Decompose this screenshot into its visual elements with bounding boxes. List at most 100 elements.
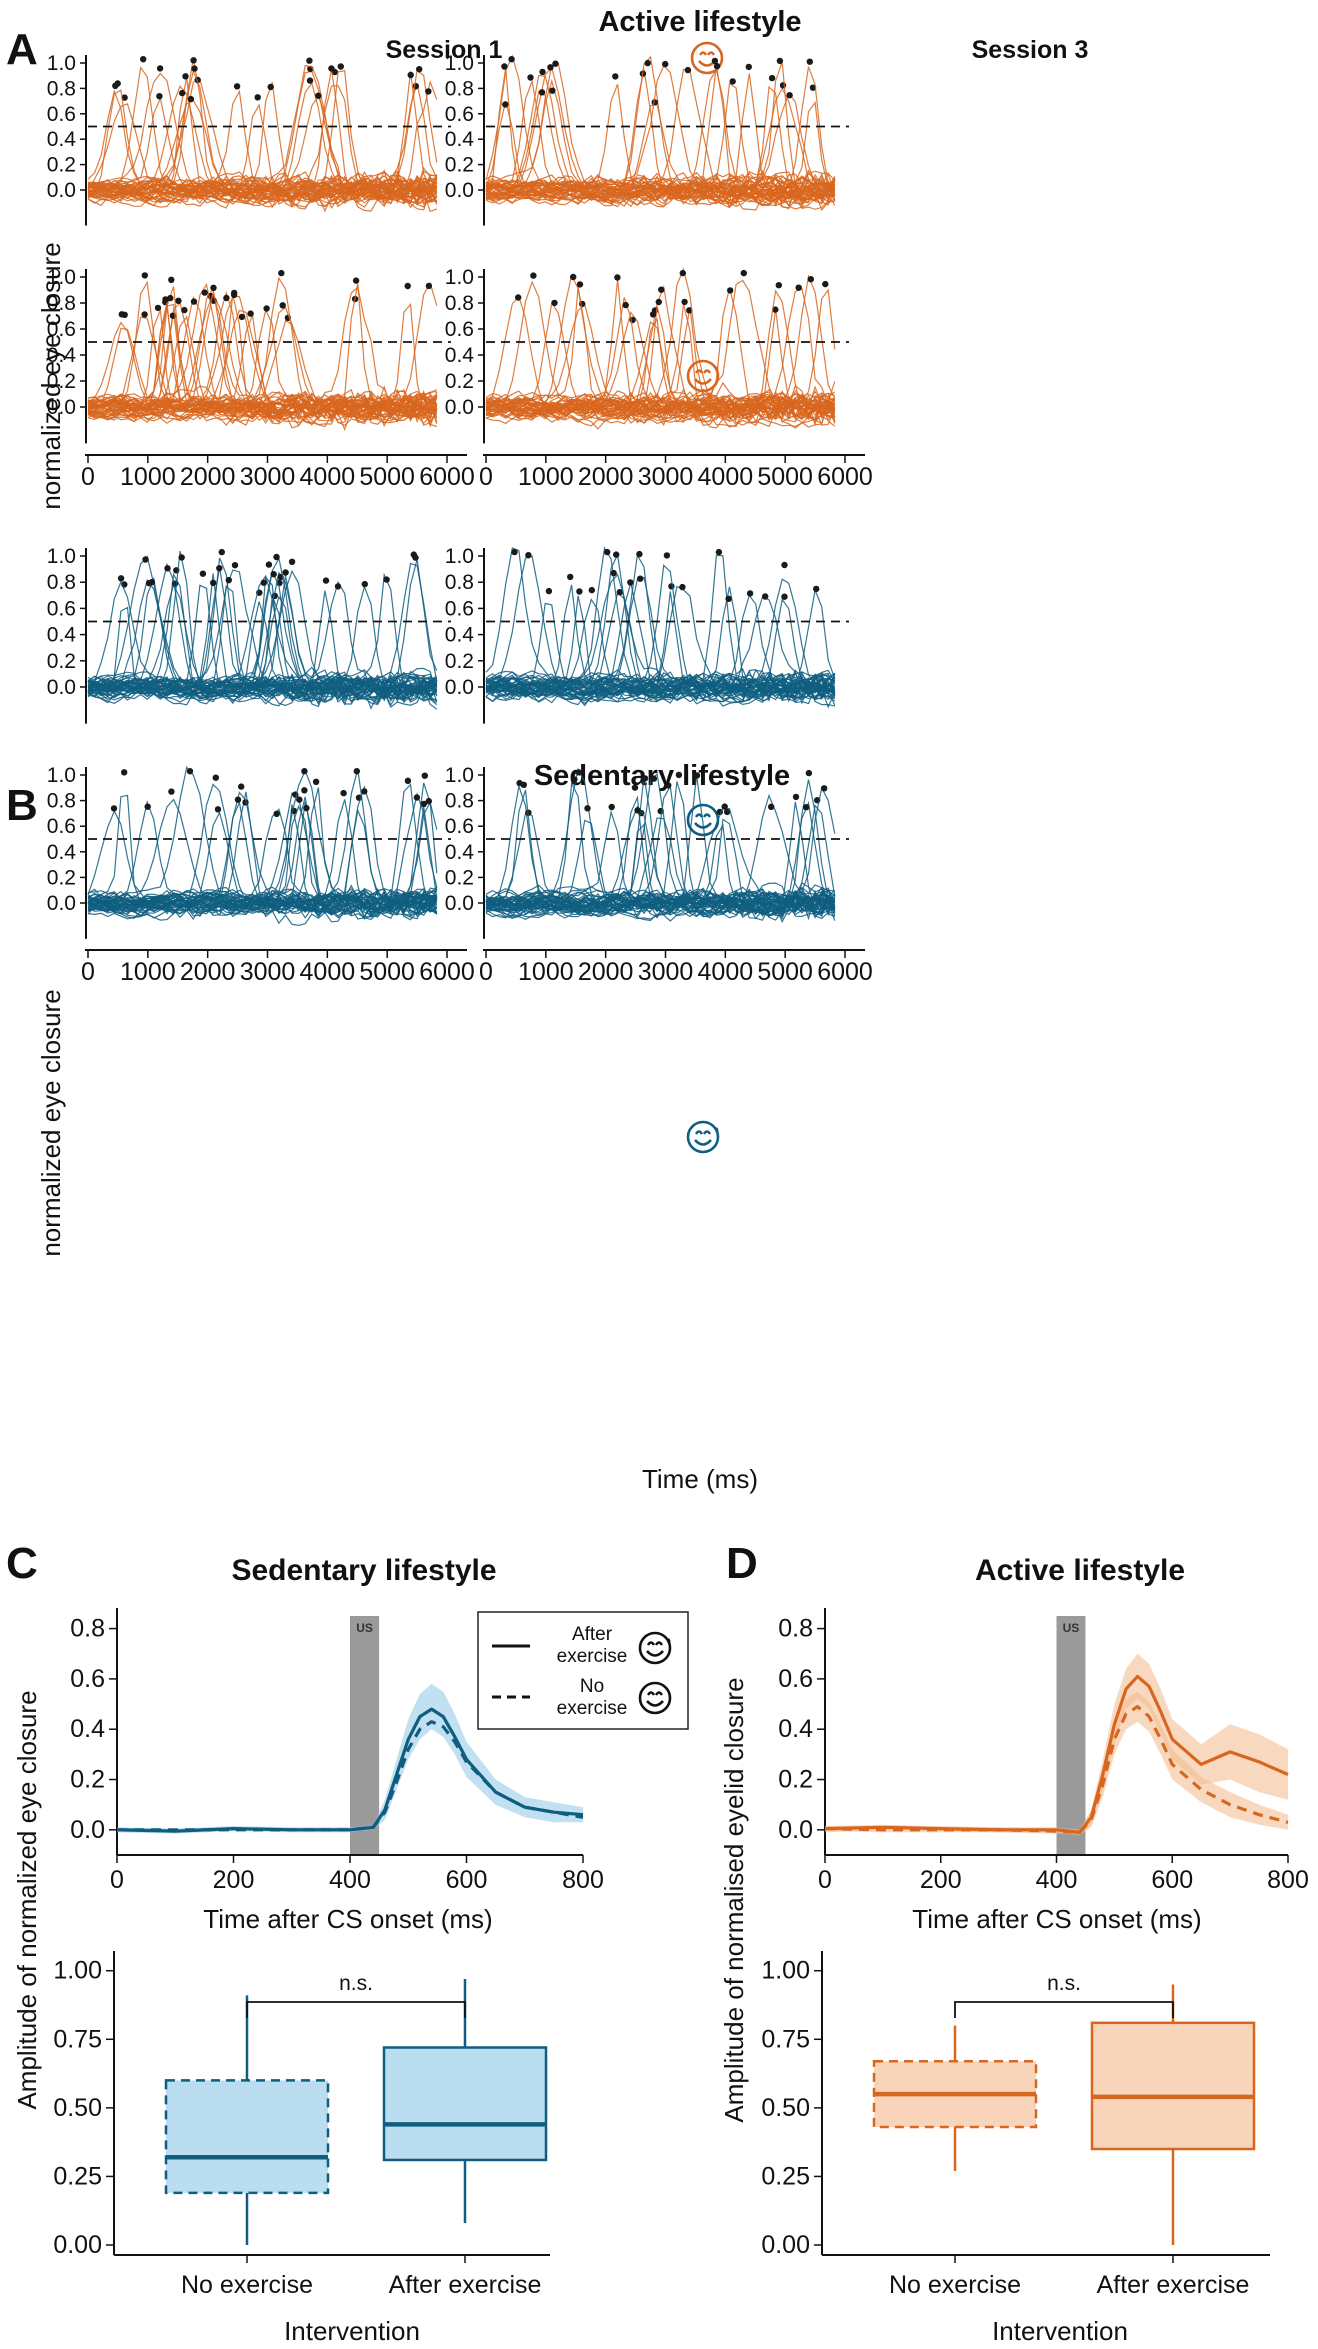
peak-marker [681, 298, 688, 306]
peak-marker [665, 782, 672, 789]
peak-marker [142, 556, 149, 563]
peak-marker [588, 586, 595, 594]
trace-line [87, 575, 437, 700]
y-tick-label: 0.6 [445, 815, 474, 838]
trace-line [87, 103, 438, 210]
sweating-smiling-face-icon [638, 1631, 672, 1665]
x-tick-label: No exercise [889, 2271, 1021, 2299]
trace-line [87, 389, 438, 417]
peak-marker [201, 289, 208, 296]
trace-line [87, 585, 438, 702]
peak-marker [501, 63, 508, 70]
peak-marker [278, 269, 285, 277]
peak-marker [328, 65, 335, 72]
session-3-label: Session 3 [972, 36, 1089, 64]
peak-marker [570, 273, 577, 281]
x-tick-label: 200 [920, 1866, 962, 1894]
peak-marker [775, 282, 782, 289]
y-tick-label: 0.50 [53, 2094, 102, 2122]
peak-marker [110, 805, 118, 812]
peak-marker [238, 313, 246, 321]
panel-letter-c: C [6, 1539, 38, 1588]
peak-marker [551, 299, 558, 307]
y-tick-label: 0.2 [47, 370, 76, 393]
peak-marker [190, 298, 198, 305]
peak-marker [425, 88, 432, 95]
peak-marker [779, 82, 787, 89]
peak-marker [525, 552, 532, 559]
peak-marker [233, 83, 241, 90]
peak-marker [178, 554, 185, 561]
panel-letter-a: A [6, 25, 38, 74]
y-tick-label: 0.0 [445, 892, 474, 915]
y-tick-label: 0.25 [53, 2162, 102, 2190]
y-tick-label: 0.6 [778, 1665, 813, 1693]
y-tick-label: 0.8 [47, 292, 76, 315]
peak-marker [301, 787, 308, 794]
y-tick-label: 0.4 [445, 624, 475, 647]
y-tick-label: 0.0 [70, 1816, 105, 1844]
peak-marker [361, 580, 368, 588]
peak-marker [306, 57, 313, 64]
peak-marker [218, 548, 225, 556]
legend-no-line2: exercise [557, 1698, 628, 1719]
x-tick-label: 0 [81, 463, 95, 491]
trace-line [87, 69, 437, 200]
panel-a-title: Active lifestyle [598, 6, 801, 38]
trace-subplot: 0.00.2 0.40.6 0.81.0 [47, 52, 451, 226]
y-tick-label: 0.0 [47, 676, 76, 699]
peak-marker [547, 64, 554, 71]
trace-line [485, 66, 836, 206]
peak-marker [214, 806, 222, 813]
peak-marker [571, 776, 578, 783]
peak-marker [675, 771, 683, 779]
peak-marker [230, 291, 238, 299]
peak-marker [713, 62, 721, 70]
peak-marker [792, 793, 800, 801]
peak-marker [807, 276, 814, 283]
confidence-band [825, 1653, 1288, 1835]
trace-line [87, 576, 437, 705]
trace-panels: 0.00.20.40.60.81.00.00.20.40.60.81.00.00… [47, 52, 873, 986]
y-tick-label: 0.0 [47, 892, 76, 915]
x-tick-label: 3000 [638, 463, 694, 491]
legend-no-line1: No [580, 1676, 604, 1697]
peak-marker [803, 804, 810, 811]
panel-letter-b: B [6, 781, 38, 830]
x-tick-label: 6000 [419, 958, 475, 986]
x-tick-label: 2000 [578, 958, 634, 986]
trace-line [87, 894, 438, 920]
y-tick-label: 0.8 [47, 571, 76, 594]
peak-marker [549, 87, 556, 94]
us-window [1056, 1616, 1086, 1855]
panel-c-legend: After exercise No exercise [477, 1611, 689, 1730]
peak-marker [140, 56, 147, 63]
trace-line [485, 573, 836, 697]
peak-marker [340, 789, 347, 797]
y-tick-label: 0.8 [445, 292, 474, 315]
y-tick-label: 0.6 [47, 318, 76, 341]
peak-marker [740, 269, 747, 277]
peak-marker [267, 83, 274, 91]
y-tick-label: 0.4 [445, 128, 475, 151]
peak-marker [315, 92, 322, 99]
trace-line [485, 818, 836, 921]
peak-marker [649, 311, 657, 318]
trace-line [485, 400, 835, 428]
x-tick-label: 5000 [359, 958, 415, 986]
trace-line [87, 765, 438, 908]
peak-marker [644, 59, 651, 67]
peak-marker [655, 298, 662, 306]
trace-line [87, 94, 438, 213]
panel-a-y-label: normalized eye closure [36, 242, 66, 509]
y-tick-label: 1.0 [47, 764, 76, 787]
trace-line [485, 809, 836, 905]
significance-label: n.s. [339, 1972, 373, 1995]
peak-marker [723, 808, 731, 816]
significance-bracket [954, 2001, 1174, 2018]
peak-marker [175, 297, 182, 304]
y-tick-label: 1.0 [445, 764, 474, 787]
peak-marker [279, 302, 286, 309]
peak-marker [352, 277, 360, 284]
